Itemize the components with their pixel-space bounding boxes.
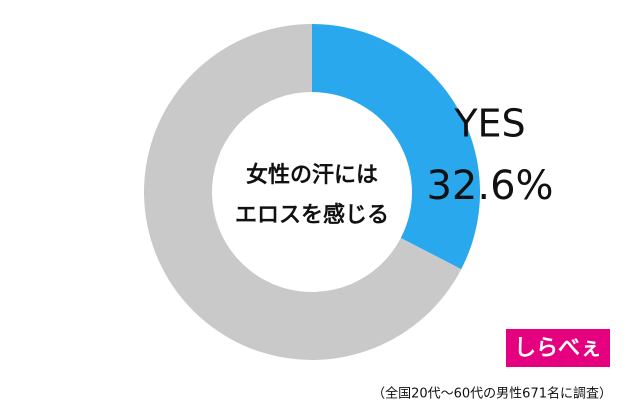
- logo: しらべぇ: [514, 336, 602, 361]
- logo-box: [506, 329, 610, 367]
- slice: [312, 24, 480, 270]
- center-text: エロスを感じる: [235, 202, 389, 228]
- slice: [143, 24, 462, 360]
- value-label: 32.6%: [426, 163, 553, 209]
- center-text: 女性の汗には: [246, 162, 378, 188]
- note: （全国20代～60代の男性671名に調査）: [372, 386, 612, 402]
- slice-label: YES: [453, 102, 525, 146]
